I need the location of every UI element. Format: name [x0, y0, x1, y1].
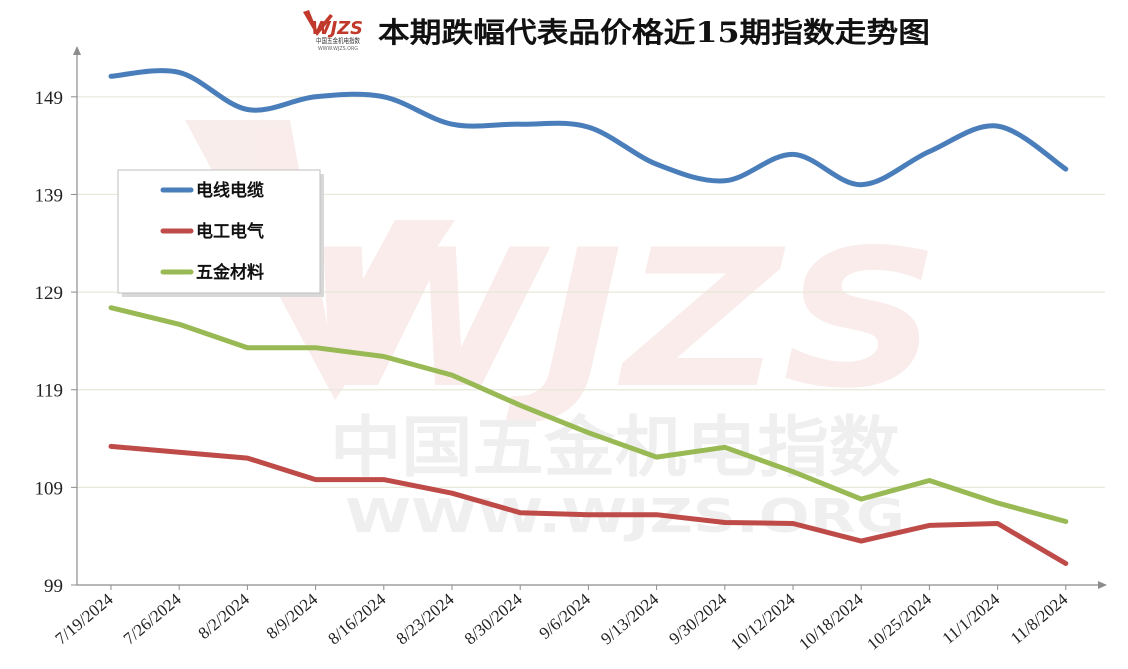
x-tick-label-8: 9/13/2024	[597, 589, 662, 648]
y-tick-label-109: 109	[35, 478, 64, 499]
x-tick-label-0: 7/19/2024	[52, 589, 117, 648]
x-tick-label-6: 8/30/2024	[461, 589, 526, 648]
y-axis-arrow-icon	[73, 46, 81, 55]
legend-label-1: 电工电气	[196, 221, 264, 242]
x-tick-label-7: 9/6/2024	[535, 589, 594, 643]
logo-subtitle: 中国五金机电指数	[316, 36, 360, 45]
x-tick-label-3: 8/9/2024	[263, 589, 322, 643]
legend-label-0: 电线电缆	[196, 180, 264, 201]
watermark: WJZS 中国五金机电指数 WWW.WJZS.ORG	[185, 120, 940, 543]
x-tick-label-2: 8/2/2024	[194, 589, 253, 643]
series-lines	[108, 68, 1069, 566]
watermark-name: 中国五金机电指数	[330, 409, 900, 486]
logo-check-mark-icon	[303, 10, 333, 36]
series-line-1	[108, 443, 1069, 566]
y-tick-label-139: 139	[35, 185, 64, 206]
legend-label-2: 五金材料	[196, 262, 264, 283]
x-axis-tick-labels: 7/19/2024 7/26/2024 8/2/2024 8/9/2024 8/16/2…	[52, 585, 1072, 654]
x-tick-label-1: 7/26/2024	[120, 589, 185, 648]
chart-title: 本期跌幅代表品价格近15期指数走势图	[378, 16, 930, 49]
x-tick-label-13: 11/1/2024	[939, 589, 1004, 648]
x-tick-label-12: 10/25/2024	[863, 589, 935, 654]
y-axis-tick-labels: 99 109 119 129 139 149	[35, 88, 64, 597]
y-tick-label-149: 149	[35, 88, 64, 109]
x-tick-label-11: 10/18/2024	[795, 589, 867, 654]
x-tick-label-5: 8/23/2024	[393, 589, 458, 648]
legend-box	[117, 169, 321, 294]
logo-brand: WJZS	[311, 18, 363, 39]
x-tick-label-14: 11/8/2024	[1007, 589, 1072, 648]
series-line-0	[108, 68, 1069, 188]
axes	[73, 46, 1107, 589]
x-tick-label-9: 9/30/2024	[665, 589, 730, 648]
logo: WJZS 中国五金机电指数 WWW.WJZS.ORG	[303, 10, 363, 52]
x-tick-label-10: 10/12/2024	[727, 589, 799, 654]
logo-url: WWW.WJZS.ORG	[318, 46, 358, 52]
y-tick-label-129: 129	[35, 283, 64, 304]
series-line-2	[108, 305, 1069, 524]
watermark-brand: WJZS	[300, 209, 940, 430]
x-axis-arrow-icon	[1098, 581, 1107, 589]
x-tick-label-4: 8/16/2024	[324, 589, 389, 648]
y-tick-label-119: 119	[35, 381, 63, 402]
y-tick-label-99: 99	[44, 576, 63, 597]
